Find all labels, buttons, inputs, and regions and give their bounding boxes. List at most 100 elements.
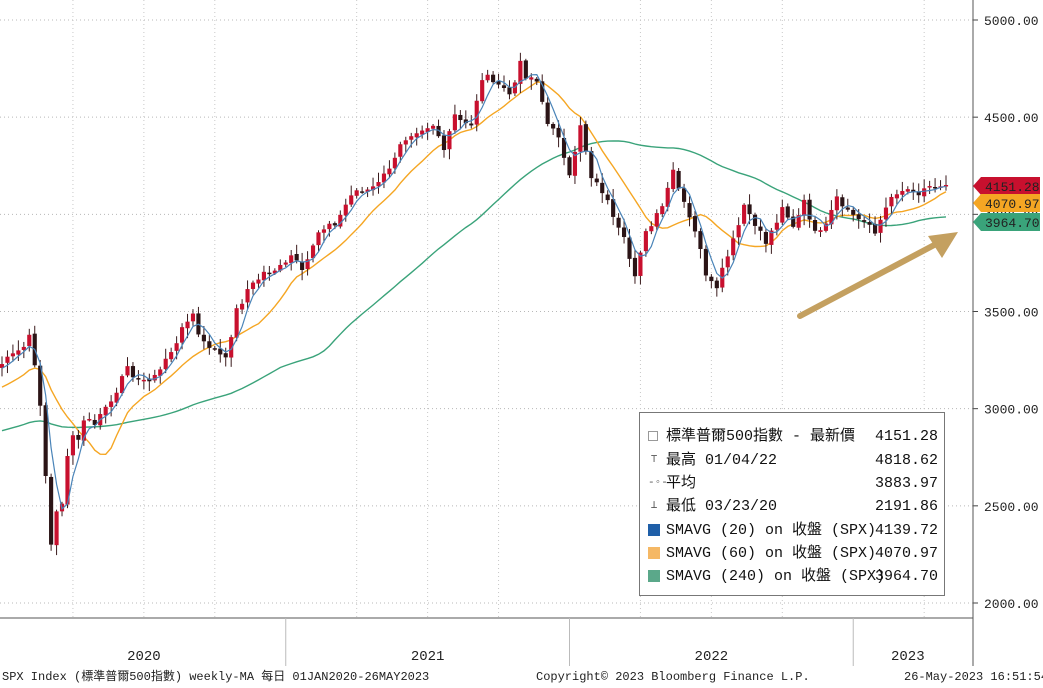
candle-body [343, 204, 348, 216]
candle-body [927, 186, 932, 188]
candle-body [387, 168, 392, 175]
candle-body [845, 207, 850, 210]
candle-body [310, 245, 316, 259]
candle-body [747, 204, 752, 215]
candle-body [152, 374, 157, 381]
candle-body [289, 255, 294, 264]
candle-body [943, 184, 949, 187]
candle-body [370, 186, 376, 191]
price-tag-bg [973, 213, 1040, 231]
candle-body [834, 196, 839, 211]
candle-body [878, 219, 883, 233]
candle-body [103, 406, 108, 416]
candle-body [725, 256, 730, 268]
ma60-layer [1, 81, 947, 456]
candle-body [561, 137, 567, 158]
ma60-line [1, 81, 947, 456]
candle-body [856, 214, 861, 220]
legend-value: 4151.28 [874, 428, 938, 445]
candle-body [534, 78, 539, 82]
candle-body [10, 353, 15, 357]
candle-body [327, 223, 332, 230]
legend-box: 標準普爾500指數 - 最新價 4151.28 ⊤ 最高 01/04/22 48… [639, 412, 945, 596]
price-tag-label: 4151.28 [985, 180, 1040, 195]
candle-body [709, 276, 714, 282]
candle-body [649, 226, 654, 232]
candle-body [278, 264, 283, 271]
candle-body [501, 85, 507, 88]
candle-body [409, 136, 414, 140]
price-tag: 3964.70 [973, 213, 1040, 231]
candle-body [785, 206, 790, 218]
candle-body [70, 435, 76, 456]
candle-body [452, 114, 457, 131]
candle-body [447, 131, 452, 150]
legend-label: SMAVG (240) on 收盤 (SPX) [666, 568, 886, 585]
candle-body [420, 130, 425, 135]
candle-body [911, 189, 916, 193]
x-tick-label: 2021 [411, 649, 445, 665]
candle-body [49, 476, 54, 545]
candle-body [774, 222, 779, 230]
candle-body [431, 125, 436, 129]
candle-body [229, 337, 234, 358]
candle-body [812, 219, 818, 231]
candle-body [905, 189, 910, 192]
price-tag: 4151.28 [973, 177, 1040, 195]
candle-body [480, 80, 485, 102]
candle-body [529, 77, 534, 80]
legend-label: 平均 [666, 475, 697, 492]
candle-body [441, 135, 447, 151]
price-tag-bg [973, 194, 1040, 212]
candle-body [714, 280, 719, 289]
candle-body [654, 213, 659, 227]
candle-body [840, 197, 845, 207]
candle-body [594, 178, 599, 183]
legend-row-spx: 標準普爾500指數 - 最新價 4151.28 [648, 425, 938, 448]
candle-body [354, 190, 359, 196]
x-tick-label: 2023 [891, 649, 925, 665]
candle-body [392, 157, 397, 169]
legend-value: 2191.86 [874, 498, 938, 515]
y-tick-label: 5000.00 [984, 14, 1039, 29]
candle-body [403, 140, 408, 145]
trend-arrow [797, 232, 958, 319]
candle-body [894, 194, 899, 199]
candle-body [158, 369, 163, 376]
x-tick-label: 2020 [127, 649, 161, 665]
candle-body [687, 203, 692, 218]
candle-body [125, 366, 130, 376]
candle-body [114, 392, 119, 403]
candle-body [463, 119, 468, 124]
candle-body [256, 279, 261, 284]
candle-body [185, 321, 190, 329]
candle-body [632, 257, 638, 277]
price-tag-bg [973, 177, 1040, 195]
candle-body [425, 128, 430, 133]
candle-body [703, 248, 708, 276]
candle-body [109, 401, 114, 407]
y-tick-label: 3500.00 [984, 306, 1039, 321]
candle-body [0, 364, 5, 368]
legend-label: SMAVG (60) on 收盤 (SPX) [666, 545, 877, 562]
candle-body [398, 144, 403, 157]
candle-body [5, 356, 10, 363]
candle-body [300, 261, 305, 270]
candle-body [698, 231, 703, 249]
candle-body [365, 189, 370, 192]
legend-label: 最高 01/04/22 [666, 452, 778, 469]
candle-body [469, 123, 474, 126]
candle-body [660, 206, 665, 215]
candle-body [76, 434, 81, 440]
candle-body [316, 232, 321, 246]
ma240-layer [1, 140, 947, 432]
candle-body [349, 195, 354, 205]
candle-body [240, 303, 245, 310]
candle-body [611, 199, 616, 217]
candle-body [872, 223, 878, 234]
candle-body [556, 127, 561, 138]
candle-body [321, 229, 327, 233]
candle-body [381, 173, 387, 183]
candle-body [616, 217, 621, 228]
candle-body [272, 270, 277, 274]
